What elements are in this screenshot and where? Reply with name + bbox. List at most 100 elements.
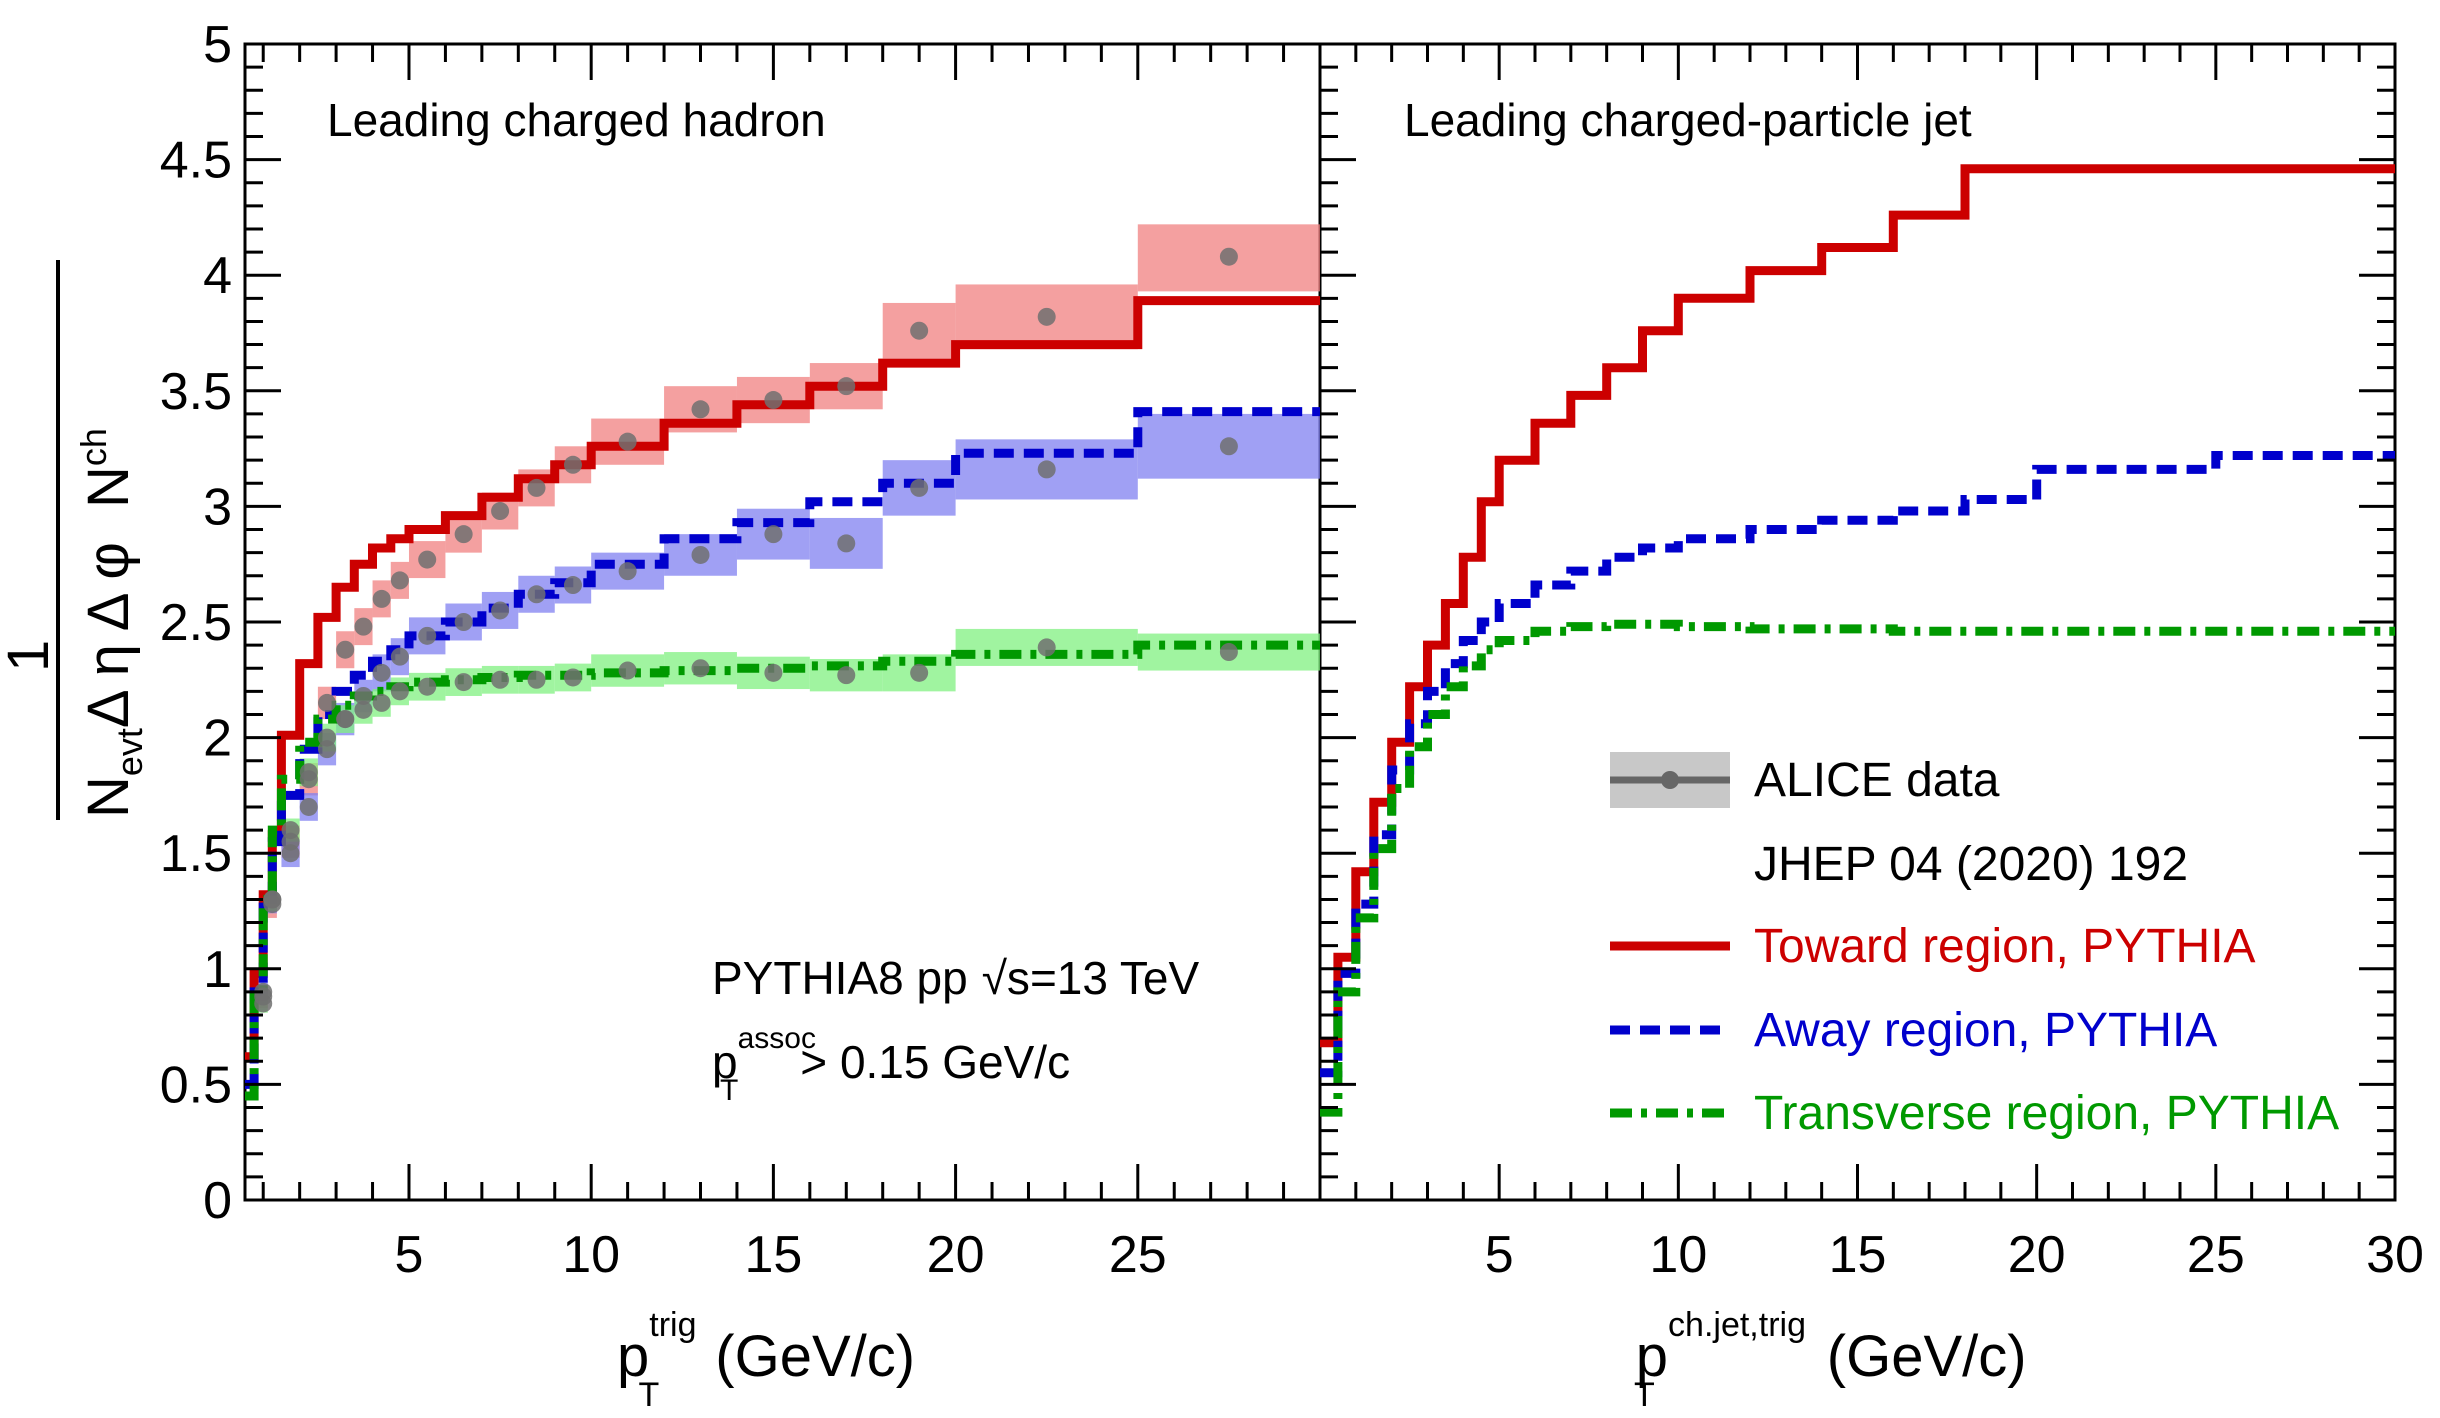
data-point-0-16 (764, 391, 783, 410)
data-point-2-6 (354, 700, 373, 719)
y-tick-label: 4 (203, 247, 232, 305)
legend-toward-label: Toward region, PYTHIA (1754, 920, 2256, 973)
axis-tick-labels: 0 0.5 1 1.5 2 2.5 3 3.5 4 4.5 5 5 10 15 20 25 5 10 15 20 25 3… (160, 16, 2424, 1284)
data-point-1-17 (837, 534, 856, 553)
data-point-0-17 (837, 377, 856, 396)
data-point-2-20 (1219, 643, 1238, 662)
data-point-1-3 (299, 797, 318, 816)
data-point-2-9 (418, 677, 437, 696)
legend: ALICE data JHEP 04 (2020) 192 Toward reg… (1610, 752, 2339, 1140)
annotation-energy: =13 TeV (1030, 952, 1200, 1004)
annotation-assoc-cut: passoc T> 0.15 GeV/c (712, 1022, 1070, 1107)
data-point-0-4 (317, 693, 336, 712)
data-point-2-17 (837, 666, 856, 685)
data-point-1-7 (372, 663, 391, 682)
y-tick-label: 5 (203, 16, 232, 74)
data-point-2-8 (390, 682, 409, 701)
data-point-2-19 (1037, 638, 1056, 657)
y-tick-label: 2.5 (160, 594, 232, 652)
data-point-0-15 (691, 400, 710, 419)
legend-data-marker (1661, 771, 1679, 789)
left-data-points (254, 247, 1238, 1013)
left-x-tick-label: 5 (395, 1226, 424, 1284)
right-dashed-series-1 (1320, 451, 2395, 1078)
data-point-0-6 (354, 617, 373, 636)
y-label-denominator: NevtΔ η Δ φ (76, 542, 150, 818)
annotation-generator: PYTHIA8 pp √s=13 TeV (712, 952, 1199, 1004)
data-point-2-13 (563, 668, 582, 687)
legend-data-label: ALICE data (1754, 754, 2000, 807)
y-tick-label: 2 (203, 710, 232, 768)
y-tick-label: 4.5 (160, 132, 232, 190)
data-point-1-20 (1219, 437, 1238, 456)
left-x-tick-label: 10 (562, 1226, 620, 1284)
data-point-2-3 (299, 763, 318, 782)
right-x-tick-label: 25 (2187, 1226, 2245, 1284)
data-point-1-8 (390, 647, 409, 666)
data-point-2-18 (910, 663, 929, 682)
data-point-2-15 (691, 659, 710, 678)
right-x-tick-label: 5 (1485, 1226, 1514, 1284)
data-point-0-11 (491, 502, 510, 521)
data-point-1-6 (354, 686, 373, 705)
left-data-bands (258, 224, 1320, 1013)
data-point-2-4 (317, 728, 336, 747)
y-tick-label: 3 (203, 478, 232, 536)
data-point-2-10 (454, 673, 473, 692)
right-model-lines (1320, 164, 2395, 1117)
left-x-tick-label: 25 (1109, 1226, 1167, 1284)
data-point-0-12 (527, 478, 546, 497)
y-axis-label: 1 NevtΔ η Δ φ Nch (0, 260, 150, 820)
data-point-0-10 (454, 525, 473, 544)
data-point-1-2 (281, 844, 300, 863)
data-point-0-18 (910, 321, 929, 340)
data-point-2-14 (618, 661, 637, 680)
left-x-tick-label: 20 (927, 1226, 985, 1284)
y-tick-label: 1.5 (160, 825, 232, 883)
data-point-0-14 (618, 432, 637, 451)
right-dashdot-series-2 (1320, 619, 2395, 1117)
legend-data-reference: JHEP 04 (2020) 192 (1754, 838, 2188, 891)
right-solid-series-0 (1320, 164, 2395, 1048)
data-point-0-8 (390, 571, 409, 590)
data-point-2-7 (372, 693, 391, 712)
data-point-1-19 (1037, 460, 1056, 479)
data-point-0-19 (1037, 307, 1056, 326)
right-panel-title: Leading charged-particle jet (1404, 94, 1972, 146)
y-label-numerator: 1 (0, 640, 61, 672)
data-point-1-12 (527, 585, 546, 604)
right-x-tick-label: 10 (1649, 1226, 1707, 1284)
data-point-1-16 (764, 525, 783, 544)
left-panel-title: Leading charged hadron (327, 94, 826, 146)
right-x-axis-label: pch.jet,trig T(GeV/c) (1634, 1306, 2027, 1414)
data-point-0-13 (563, 455, 582, 474)
data-point-2-11 (491, 670, 510, 689)
y-tick-label: 0.5 (160, 1056, 232, 1114)
data-point-1-13 (563, 576, 582, 595)
y-tick-label: 3.5 (160, 363, 232, 421)
data-point-2-1 (263, 890, 282, 909)
data-point-0-7 (372, 589, 391, 608)
data-point-1-11 (491, 601, 510, 620)
data-point-1-9 (418, 626, 437, 645)
right-x-tick-label: 20 (2008, 1226, 2066, 1284)
axis-ticks (245, 42, 2397, 1202)
left-solid-series-0 (245, 296, 1320, 1062)
data-point-2-2 (281, 821, 300, 840)
y-tick-label: 1 (203, 941, 232, 999)
y-tick-label: 0 (203, 1172, 232, 1230)
data-point-1-14 (618, 562, 637, 581)
legend-away-label: Away region, PYTHIA (1754, 1004, 2217, 1057)
data-point-2-12 (527, 670, 546, 689)
data-point-2-0 (254, 994, 273, 1013)
data-point-0-5 (336, 640, 355, 659)
data-point-0-9 (418, 550, 437, 569)
data-point-2-16 (764, 663, 783, 682)
annotation-sqrt-s: √s (982, 952, 1030, 1004)
data-point-1-18 (910, 478, 929, 497)
data-point-1-10 (454, 613, 473, 631)
data-point-0-20 (1219, 247, 1238, 266)
left-x-tick-label: 15 (744, 1226, 802, 1284)
data-point-1-15 (691, 545, 710, 564)
